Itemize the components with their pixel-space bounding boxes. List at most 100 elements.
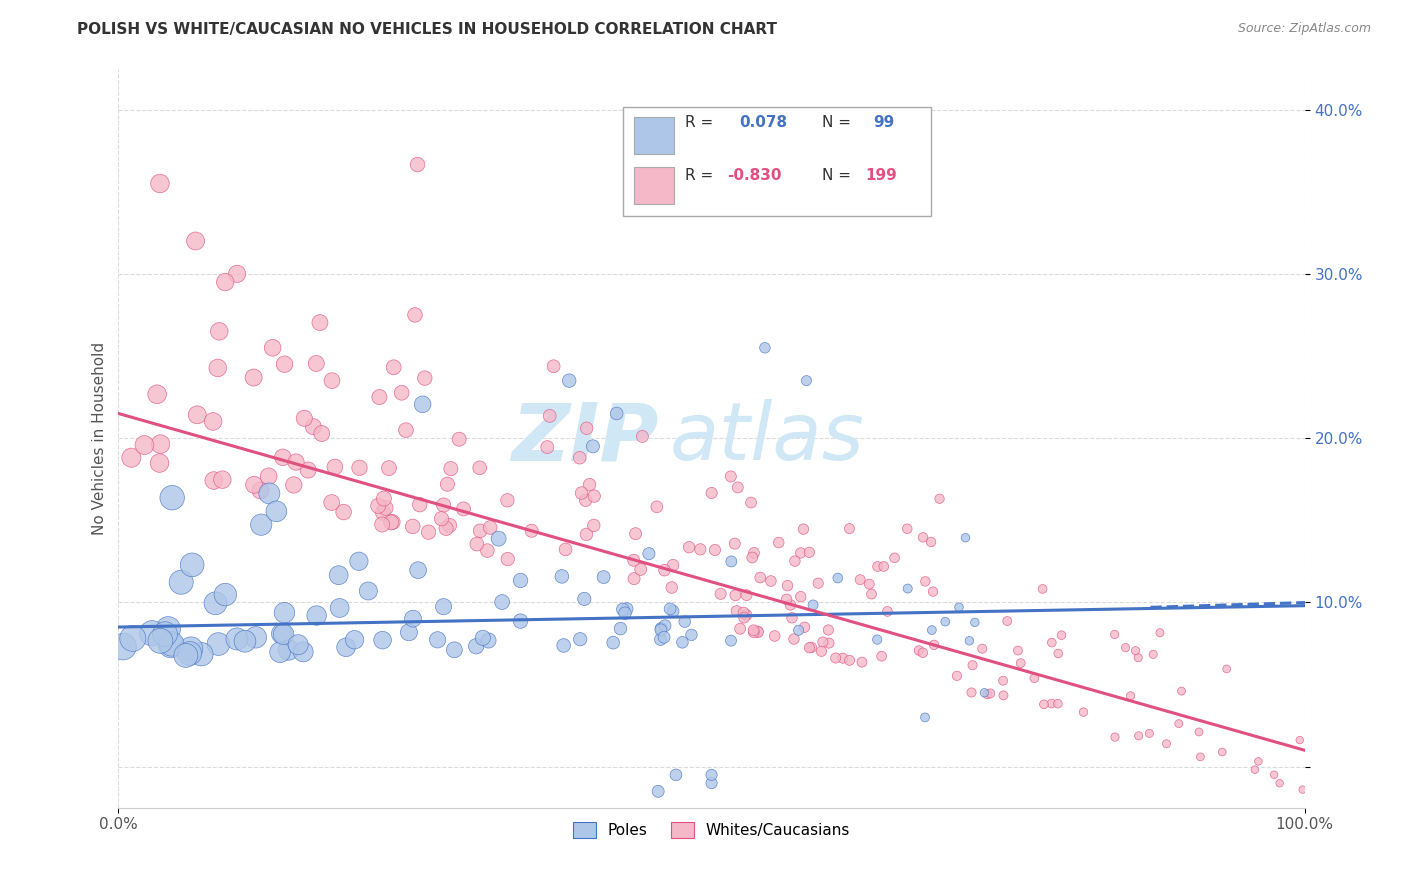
Point bbox=[226, 632, 249, 646]
Point bbox=[245, 630, 267, 644]
Point bbox=[1188, 725, 1211, 739]
Point bbox=[914, 710, 936, 724]
Point bbox=[1040, 697, 1063, 711]
Point bbox=[1137, 726, 1160, 740]
Point bbox=[1189, 749, 1212, 764]
Text: N =: N = bbox=[823, 169, 851, 184]
Point bbox=[112, 640, 135, 654]
Point bbox=[436, 477, 458, 491]
Point bbox=[181, 558, 204, 572]
Point bbox=[838, 522, 860, 536]
Point bbox=[283, 478, 305, 492]
Point bbox=[963, 615, 986, 630]
Point bbox=[652, 630, 675, 644]
Point bbox=[477, 633, 499, 648]
Point bbox=[928, 491, 950, 506]
Point bbox=[349, 460, 371, 475]
Point bbox=[681, 628, 703, 642]
Point bbox=[273, 606, 295, 620]
Point bbox=[741, 550, 763, 565]
Point bbox=[908, 643, 931, 657]
Point bbox=[395, 423, 418, 437]
Point bbox=[870, 649, 893, 664]
Point bbox=[650, 632, 672, 647]
Point bbox=[426, 632, 449, 647]
Point bbox=[914, 574, 936, 589]
Point bbox=[747, 624, 769, 639]
Point bbox=[204, 596, 226, 610]
Point bbox=[1156, 737, 1178, 751]
Text: Source: ZipAtlas.com: Source: ZipAtlas.com bbox=[1237, 22, 1371, 36]
Point bbox=[402, 519, 425, 533]
Point bbox=[277, 643, 299, 657]
Point bbox=[976, 687, 998, 701]
Point bbox=[948, 600, 970, 615]
Point bbox=[311, 426, 333, 441]
Point bbox=[368, 390, 391, 404]
Point bbox=[720, 633, 742, 648]
Point bbox=[1215, 662, 1237, 676]
Point bbox=[257, 469, 280, 483]
Point bbox=[783, 632, 806, 646]
Point bbox=[120, 450, 142, 465]
Point bbox=[153, 627, 176, 641]
Point bbox=[662, 604, 685, 618]
Point bbox=[787, 624, 810, 638]
Point bbox=[776, 579, 799, 593]
Point bbox=[630, 562, 652, 576]
Point bbox=[700, 486, 723, 500]
Point bbox=[578, 477, 600, 491]
Point bbox=[733, 610, 755, 624]
Point bbox=[332, 505, 354, 519]
Point bbox=[574, 591, 596, 606]
Point bbox=[1142, 648, 1164, 662]
Point bbox=[638, 547, 661, 561]
Point bbox=[614, 606, 637, 620]
Point bbox=[569, 632, 592, 647]
Point bbox=[810, 644, 832, 658]
Point bbox=[418, 525, 440, 540]
Point bbox=[749, 570, 772, 584]
Point bbox=[1268, 776, 1291, 790]
Point bbox=[824, 651, 846, 665]
Point bbox=[1211, 745, 1233, 759]
Point bbox=[179, 647, 201, 661]
Point bbox=[321, 495, 343, 509]
Point bbox=[962, 658, 984, 673]
Point bbox=[911, 646, 934, 660]
Point bbox=[1119, 689, 1142, 703]
Text: 0.078: 0.078 bbox=[738, 115, 787, 130]
Point bbox=[465, 639, 488, 653]
Point bbox=[922, 638, 945, 652]
Point bbox=[724, 588, 747, 602]
Text: R =: R = bbox=[686, 169, 714, 184]
Point bbox=[689, 542, 711, 557]
Point bbox=[323, 460, 346, 475]
Point bbox=[725, 604, 748, 618]
Point bbox=[873, 559, 896, 574]
Point bbox=[159, 639, 181, 653]
Point bbox=[650, 622, 672, 636]
Point bbox=[897, 582, 920, 596]
Point bbox=[259, 486, 281, 500]
Point bbox=[149, 437, 172, 451]
Point bbox=[796, 374, 818, 388]
Point bbox=[623, 572, 645, 586]
Point bbox=[551, 569, 574, 583]
Point bbox=[659, 602, 682, 616]
Point bbox=[202, 474, 225, 488]
Text: POLISH VS WHITE/CAUCASIAN NO VEHICLES IN HOUSEHOLD CORRELATION CHART: POLISH VS WHITE/CAUCASIAN NO VEHICLES IN… bbox=[77, 22, 778, 37]
Point bbox=[214, 588, 236, 602]
Point bbox=[214, 275, 236, 289]
Point bbox=[1170, 684, 1192, 698]
Point bbox=[382, 360, 405, 375]
Point bbox=[740, 495, 762, 509]
Point bbox=[160, 637, 183, 651]
Point bbox=[934, 615, 956, 629]
Point bbox=[720, 554, 742, 568]
Point bbox=[645, 500, 668, 514]
Point bbox=[430, 511, 453, 525]
Point bbox=[465, 537, 488, 551]
Point bbox=[134, 438, 156, 452]
Point bbox=[920, 535, 942, 549]
